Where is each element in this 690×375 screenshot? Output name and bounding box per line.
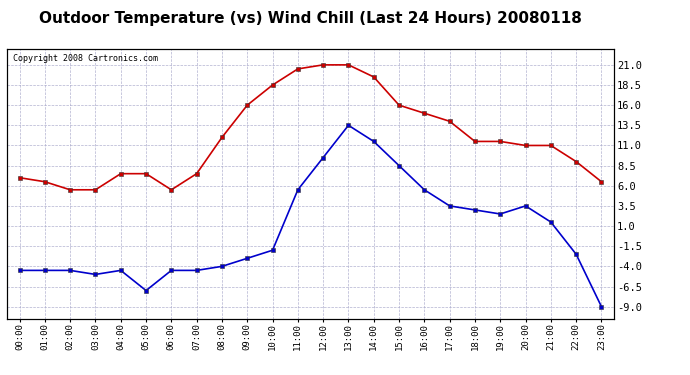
Text: Outdoor Temperature (vs) Wind Chill (Last 24 Hours) 20080118: Outdoor Temperature (vs) Wind Chill (Las…	[39, 11, 582, 26]
Text: Copyright 2008 Cartronics.com: Copyright 2008 Cartronics.com	[13, 54, 158, 63]
